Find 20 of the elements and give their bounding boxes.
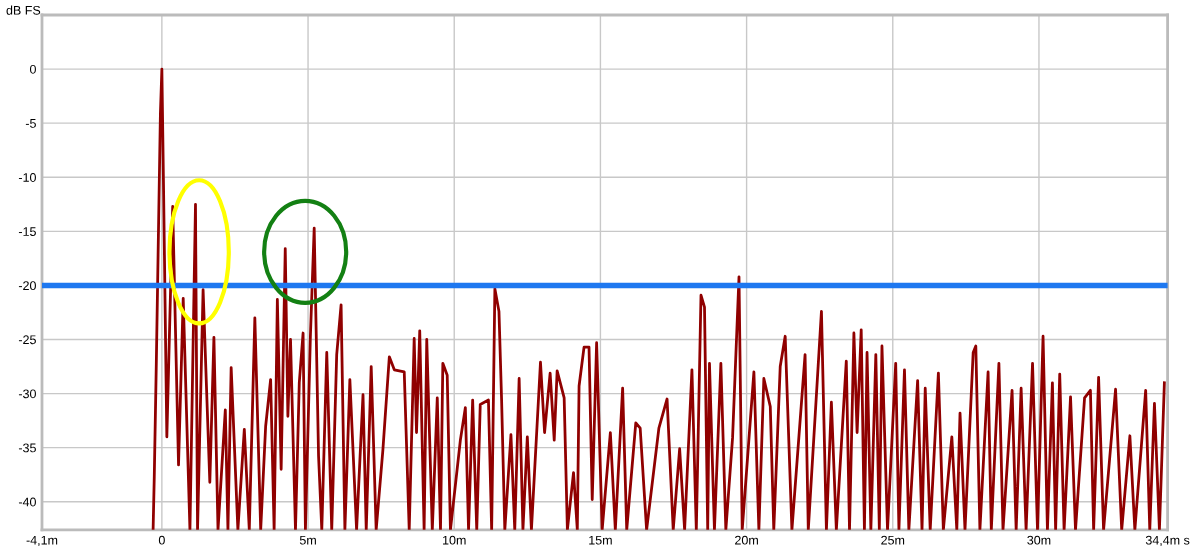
y-tick-label: 0 xyxy=(29,64,36,74)
x-tick-label: 34,4m s xyxy=(1145,535,1190,547)
x-tick-label: 0 xyxy=(158,535,165,545)
x-tick-label: 25m xyxy=(881,535,905,545)
y-tick-label: -30 xyxy=(18,389,36,399)
y-tick-label: -10 xyxy=(18,173,36,182)
x-tick-label: 10m xyxy=(443,535,466,545)
y-axis-title: dB FS xyxy=(6,5,41,15)
y-tick-label: -20 xyxy=(18,281,36,291)
x-tick-label: 20m xyxy=(735,535,758,545)
y-tick-label: -25 xyxy=(18,335,36,345)
x-tick-label: 30m xyxy=(1027,535,1051,545)
y-tick-label: -5 xyxy=(25,119,36,128)
y-tick-label: -35 xyxy=(18,443,36,453)
line-series xyxy=(151,67,1166,530)
x-tick-label: 15m xyxy=(589,535,612,545)
x-tick-label: 5m xyxy=(299,535,316,545)
y-tick-label: -40 xyxy=(18,497,36,507)
y-tick-label: -15 xyxy=(18,227,36,236)
x-tick-label: -4,1m xyxy=(26,535,58,547)
